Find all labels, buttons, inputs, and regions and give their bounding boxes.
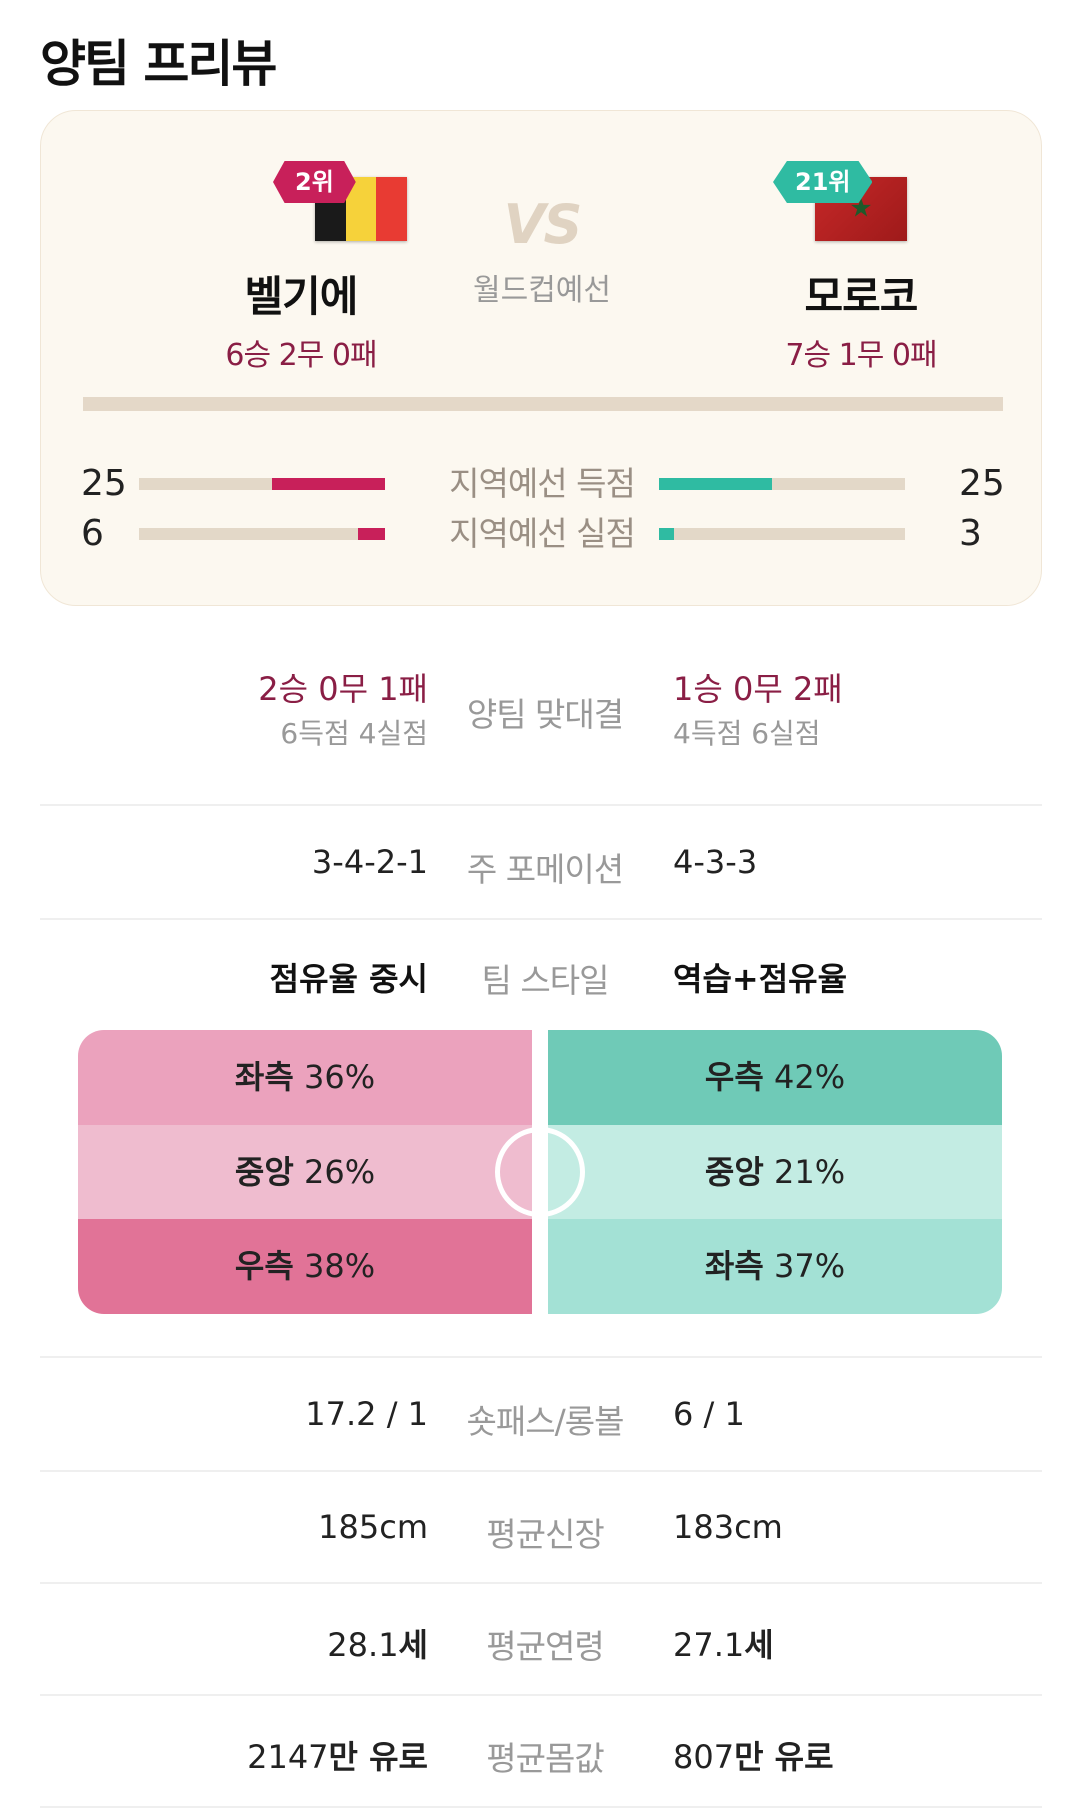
match-preview-card: 2위 벨기에 6승 2무 0패 VS 월드컵예선 ★ 21위 모로코 7승 1무…: [40, 110, 1042, 606]
left-h2h-goals: 6득점 4실점: [280, 717, 428, 750]
right-pass-ratio: 6 / 1: [673, 1395, 745, 1433]
left-zone-1: 좌측 36%: [78, 1030, 532, 1125]
right-zone-1: 우측 42%: [548, 1030, 1002, 1125]
h2h-label: 양팀 맞대결: [466, 695, 624, 734]
right-avg-age: 27.1세: [673, 1626, 774, 1664]
stat-row-conceded: 6 지역예선 실점 3: [41, 511, 1043, 557]
right-avg-height: 183cm: [673, 1508, 783, 1546]
attack-zone-pitch: 좌측 36% 중앙 26% 우측 38% 우측 42% 중앙 21% 좌측 37…: [78, 1030, 1002, 1314]
stat-row-goals: 25 지역예선 득점 25: [41, 461, 1043, 507]
left-goals-value: 25: [81, 463, 127, 504]
left-team-name[interactable]: 벨기에: [244, 272, 359, 321]
right-conceded-bar: [659, 528, 905, 540]
formation-row: 3-4-2-1 주 포메이션 4-3-3: [40, 806, 1042, 920]
right-team: ★ 21위 모로코 7승 1무 0패: [701, 161, 1021, 374]
right-avg-value: 807만 유로: [673, 1738, 834, 1776]
right-formation: 4-3-3: [673, 843, 758, 881]
right-goals-value: 25: [959, 463, 1005, 504]
goals-label: 지역예선 득점: [449, 464, 636, 503]
avg-value-label: 평균몸값: [486, 1739, 604, 1778]
left-pass-ratio: 17.2 / 1: [305, 1395, 428, 1433]
left-team-record: 6승 2무 0패: [225, 338, 377, 373]
avg-age-label: 평균연령: [486, 1627, 604, 1666]
left-goals-bar: [139, 478, 385, 490]
right-team-name[interactable]: 모로코: [804, 272, 919, 321]
right-zone-2: 중앙 21%: [548, 1124, 1002, 1220]
right-h2h-goals: 4득점 6실점: [673, 717, 821, 750]
team-style-row: 점유율 중시 팀 스타일 역습+점유율: [40, 920, 1042, 1020]
avg-age-row: 28.1세 평균연령 27.1세: [40, 1584, 1042, 1696]
vs-block: VS 월드컵예선: [442, 195, 642, 309]
avg-height-label: 평균신장: [486, 1515, 604, 1554]
conceded-label: 지역예선 실점: [449, 514, 636, 553]
right-zone-3: 좌측 37%: [548, 1219, 1002, 1314]
right-goals-bar: [659, 478, 905, 490]
left-avg-value: 2147만 유로: [247, 1738, 428, 1776]
divider: [40, 1356, 1042, 1358]
left-h2h-record: 2승 0무 1패: [258, 670, 428, 708]
right-team-record: 7승 1무 0패: [785, 338, 937, 373]
left-rank-badge: 2위: [273, 161, 356, 203]
right-h2h-record: 1승 0무 2패: [673, 670, 843, 708]
left-style: 점유율 중시: [269, 960, 428, 998]
head-to-head-row: 2승 0무 1패 6득점 4실점 양팀 맞대결 1승 0무 2패 4득점 6실점: [40, 640, 1042, 806]
page-title: 양팀 프리뷰: [40, 35, 277, 93]
formation-label: 주 포메이션: [466, 850, 624, 889]
left-formation: 3-4-2-1: [311, 843, 428, 881]
avg-height-row: 185cm 평균신장 183cm: [40, 1472, 1042, 1584]
left-zone-3: 우측 38%: [78, 1219, 532, 1314]
left-avg-age: 28.1세: [327, 1626, 428, 1664]
left-team: 2위 벨기에 6승 2무 0패: [141, 161, 461, 374]
pass-label: 숏패스/롱볼: [466, 1402, 625, 1441]
right-rank-badge: 21위: [773, 161, 873, 203]
left-conceded-bar: [139, 528, 385, 540]
left-avg-height: 185cm: [318, 1508, 428, 1546]
diamond-divider: [83, 397, 1003, 411]
match-type: 월드컵예선: [473, 273, 611, 308]
style-label: 팀 스타일: [481, 961, 610, 1000]
right-attack-zones: 우측 42% 중앙 21% 좌측 37%: [548, 1030, 1002, 1314]
pass-style-row: 17.2 / 1 숏패스/롱볼 6 / 1: [40, 1358, 1042, 1472]
pitch-center-circle: [495, 1127, 585, 1217]
vs-label: VS: [503, 193, 583, 256]
left-zone-2: 중앙 26%: [78, 1124, 532, 1220]
left-conceded-value: 6: [81, 513, 104, 554]
left-attack-zones: 좌측 36% 중앙 26% 우측 38%: [78, 1030, 532, 1314]
avg-value-row: 2147만 유로 평균몸값 807만 유로: [40, 1696, 1042, 1808]
right-style: 역습+점유율: [673, 960, 848, 998]
right-conceded-value: 3: [959, 513, 982, 554]
